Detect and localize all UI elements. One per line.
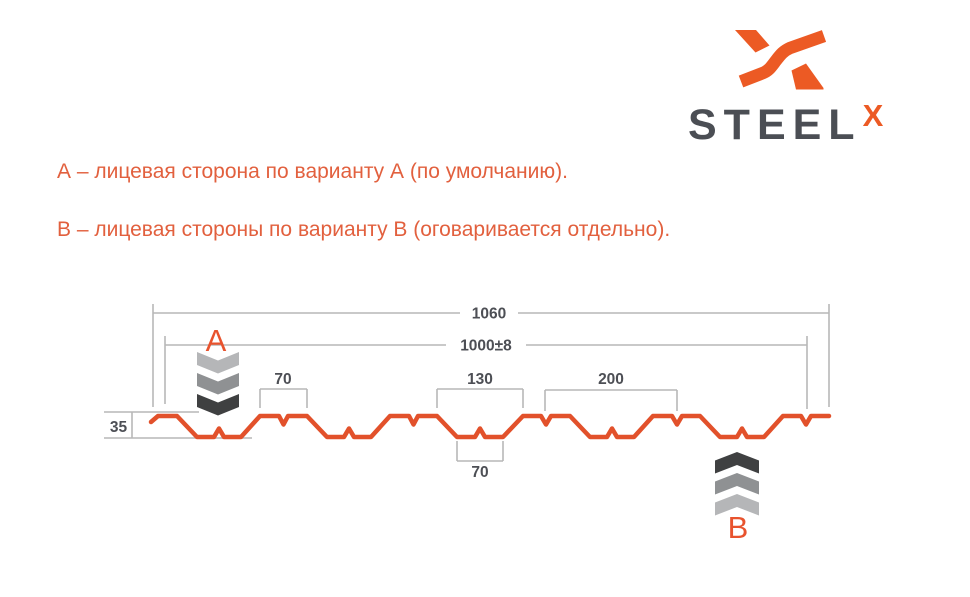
brand-wordmark: STEELX [688, 100, 883, 149]
dim-working-width-label: 1000±8 [460, 338, 512, 355]
profile-outline [148, 413, 832, 440]
brand-name: STEEL [688, 101, 862, 149]
brand-suffix: X [862, 98, 884, 133]
dim-valley-opening-label: 130 [467, 371, 493, 388]
dim-working-width: 1000±8 [164, 336, 808, 409]
logo-wedge-top-left [735, 30, 770, 53]
chevron-down-dark-icon [197, 394, 239, 416]
dim-profile-height-label: 35 [110, 419, 128, 436]
dim-profile-height: 35 [104, 411, 252, 439]
dim-valley-opening: 130 [436, 371, 524, 408]
dim-top-flange-label: 70 [274, 371, 291, 388]
chevron-up-light-icon [715, 494, 759, 516]
chevron-down-light-icon [197, 352, 239, 374]
variant-b-label: В [728, 510, 749, 545]
dim-overall-width-label: 1060 [472, 306, 506, 323]
dim-overall-width: 1060 [152, 304, 830, 407]
dim-top-flange: 70 [259, 371, 308, 408]
logo-wedge-bottom-right [791, 63, 824, 90]
variant-a-marker: А [197, 323, 239, 416]
note-variant-a: А – лицевая сторона по варианту А (по ум… [57, 160, 568, 183]
chevron-up-mid-icon [715, 473, 759, 495]
variant-b-marker: В [715, 452, 759, 545]
chevron-up-dark-icon [715, 452, 759, 474]
logo-band [738, 30, 827, 88]
chevron-down-mid-icon [197, 373, 239, 395]
dim-rib-pitch-label: 200 [598, 371, 624, 388]
dim-rib-pitch: 200 [544, 371, 678, 411]
dim-bottom-flange: 70 [456, 441, 504, 481]
steelx-logo-icon [735, 27, 828, 91]
note-variant-b: В – лицевая стороны по варианту В (огова… [57, 218, 671, 241]
variant-a-label: А [206, 323, 227, 358]
dim-bottom-flange-label: 70 [471, 464, 488, 481]
